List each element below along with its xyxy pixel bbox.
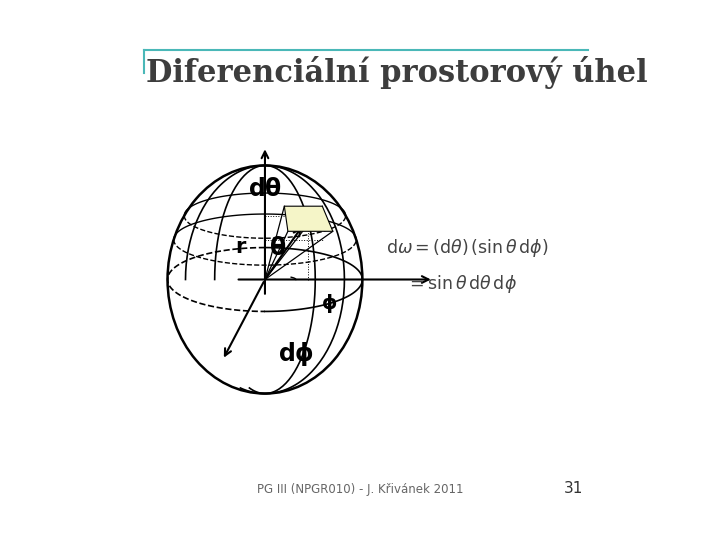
Text: PG III (NPGR010) - J. Křivánek 2011: PG III (NPGR010) - J. Křivánek 2011 xyxy=(257,483,463,496)
Text: $\mathbf{\theta}$: $\mathbf{\theta}$ xyxy=(269,236,286,260)
Text: $\mathbf{r}$: $\mathbf{r}$ xyxy=(235,238,248,258)
Text: $\mathbf{\phi}$: $\mathbf{\phi}$ xyxy=(321,292,337,315)
Text: $\mathbf{d\theta}$: $\mathbf{d\theta}$ xyxy=(248,177,282,201)
Text: 31: 31 xyxy=(564,481,583,496)
Text: $\mathrm{d}\omega = (\mathrm{d}\theta)\,(\sin\theta\,\mathrm{d}\phi)$: $\mathrm{d}\omega = (\mathrm{d}\theta)\,… xyxy=(386,238,549,259)
Text: Diferenciální prostorový úhel: Diferenciální prostorový úhel xyxy=(146,56,648,89)
Text: $\mathbf{d\phi}$: $\mathbf{d\phi}$ xyxy=(278,340,315,368)
Text: $= \sin\theta\,\mathrm{d}\theta\,\mathrm{d}\phi$: $= \sin\theta\,\mathrm{d}\theta\,\mathrm… xyxy=(406,273,517,295)
Polygon shape xyxy=(284,206,333,231)
